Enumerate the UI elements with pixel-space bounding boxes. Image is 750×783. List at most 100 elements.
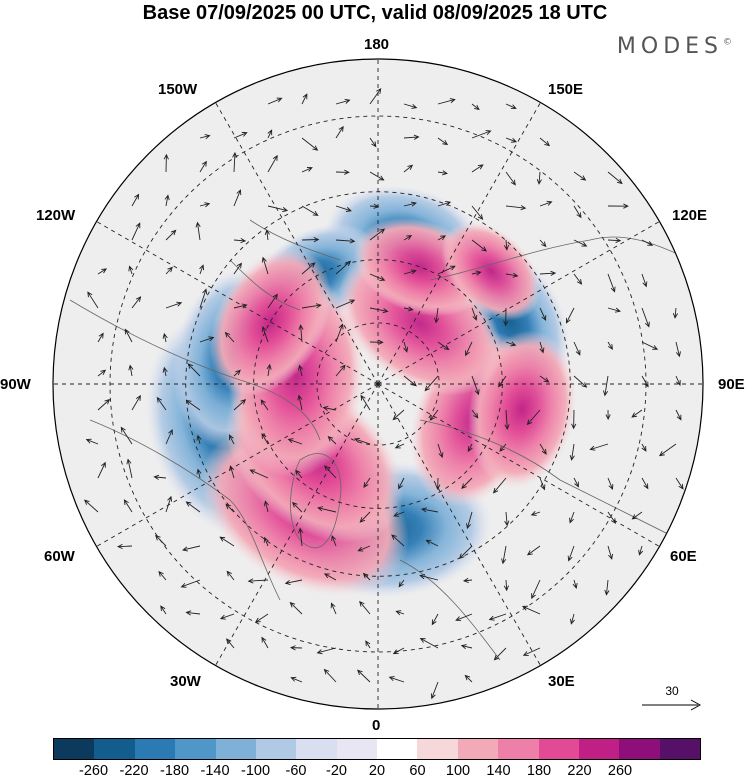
wind-vector bbox=[369, 203, 380, 209]
wind-vector bbox=[233, 238, 247, 244]
lon-label-30e: 30E bbox=[548, 673, 575, 690]
wind-vector bbox=[359, 511, 371, 523]
lon-label-120w: 120W bbox=[36, 207, 76, 224]
wind-vector bbox=[162, 332, 168, 343]
wind-vector bbox=[435, 477, 441, 491]
wind-vector bbox=[219, 613, 235, 620]
wind-vector bbox=[263, 536, 269, 547]
colorbar-cell bbox=[417, 739, 458, 759]
wind-vector bbox=[403, 269, 417, 275]
wind-vector bbox=[324, 465, 337, 479]
wind-vector bbox=[199, 134, 211, 140]
colorbar-label: -220 bbox=[119, 763, 149, 779]
wind-vector bbox=[573, 205, 582, 219]
wind-vector bbox=[589, 443, 609, 451]
coastline-layer bbox=[69, 219, 691, 661]
wind-vector bbox=[471, 239, 488, 252]
wind-vector bbox=[316, 647, 337, 655]
wind-vector bbox=[369, 137, 377, 148]
wind-vector bbox=[641, 341, 659, 350]
wind-vector bbox=[631, 409, 643, 418]
wind-vector bbox=[388, 676, 405, 683]
wind-vector bbox=[504, 409, 510, 431]
colorbar-label: 140 bbox=[486, 763, 511, 779]
wind-vector bbox=[199, 160, 207, 173]
lon-label-60e: 60E bbox=[670, 548, 697, 565]
wind-vector bbox=[403, 164, 414, 173]
wind-vector bbox=[641, 477, 649, 490]
wind-vector bbox=[267, 97, 283, 105]
wind-vector bbox=[156, 396, 167, 411]
wind-vector bbox=[573, 341, 581, 356]
colorbar-cell bbox=[336, 739, 377, 759]
meridian-line bbox=[377, 383, 541, 666]
wind-vector bbox=[335, 260, 352, 275]
colorbar-label: 20 bbox=[368, 763, 386, 779]
logo-text: MODES bbox=[616, 34, 723, 59]
wind-vector bbox=[539, 307, 547, 322]
colorbar-label: 180 bbox=[526, 763, 552, 779]
wind-vector bbox=[471, 270, 482, 276]
meridian-line bbox=[96, 383, 379, 547]
wind-vector bbox=[233, 303, 248, 309]
lon-label-120e: 120E bbox=[672, 207, 708, 224]
wind-vector bbox=[403, 134, 420, 140]
wind-vector bbox=[471, 409, 479, 419]
wind-vector bbox=[539, 239, 547, 248]
wind-vector bbox=[199, 288, 208, 309]
map-boundary bbox=[52, 58, 704, 710]
wind-vector bbox=[505, 272, 519, 278]
colorbar-label: -180 bbox=[159, 763, 190, 779]
colorbar-cell bbox=[94, 739, 135, 759]
wind-vector bbox=[531, 579, 541, 600]
wind-vector bbox=[261, 325, 269, 343]
wind-vector bbox=[335, 205, 352, 212]
wind-vector bbox=[97, 268, 108, 275]
wind-vector bbox=[126, 458, 133, 479]
colorbar-cell bbox=[659, 739, 700, 759]
colorbar-cell bbox=[54, 739, 95, 759]
wind-vector bbox=[603, 375, 609, 397]
wind-vector bbox=[499, 443, 507, 452]
wind-vector bbox=[261, 636, 269, 649]
wind-vector bbox=[158, 570, 167, 581]
wind-vector bbox=[301, 237, 320, 243]
colorbar-cell bbox=[578, 739, 620, 759]
wind-vector bbox=[187, 363, 201, 377]
wind-vector bbox=[403, 201, 417, 207]
reference-vector-value: 30 bbox=[665, 684, 679, 698]
meridian-line bbox=[377, 221, 660, 385]
coastline-north-america bbox=[69, 299, 321, 601]
wind-vector bbox=[297, 364, 303, 377]
wind-vector bbox=[419, 574, 439, 581]
wind-vector bbox=[219, 536, 235, 547]
wind-vector bbox=[301, 167, 313, 173]
wind-vector bbox=[196, 434, 202, 445]
wind-vector bbox=[572, 579, 578, 589]
colorbar-cell bbox=[498, 739, 539, 759]
wind-vector bbox=[359, 600, 371, 615]
wind-vector bbox=[539, 341, 545, 354]
wind-vector bbox=[471, 307, 478, 321]
wind-vector bbox=[492, 477, 507, 494]
wind-vector bbox=[97, 332, 104, 343]
wind-vector bbox=[226, 638, 235, 649]
wind-vector bbox=[261, 256, 269, 275]
wind-vector bbox=[437, 443, 444, 459]
wind-vector bbox=[185, 399, 201, 411]
colorbar-cell bbox=[377, 739, 418, 759]
colorbar-cell bbox=[175, 739, 216, 759]
wind-vector bbox=[289, 601, 303, 615]
wind-vector bbox=[233, 131, 248, 139]
wind-vector bbox=[155, 534, 167, 547]
wind-vector bbox=[369, 307, 389, 314]
lon-label-150e: 150E bbox=[548, 81, 584, 98]
wind-vector bbox=[322, 405, 337, 411]
colorbar-cell bbox=[619, 739, 660, 759]
wind-vector bbox=[505, 103, 517, 110]
wind-vector bbox=[467, 443, 473, 453]
wind-vector bbox=[267, 154, 278, 173]
wind-vector bbox=[260, 399, 269, 411]
wind-vector bbox=[658, 443, 677, 457]
wind-vector bbox=[505, 171, 516, 186]
